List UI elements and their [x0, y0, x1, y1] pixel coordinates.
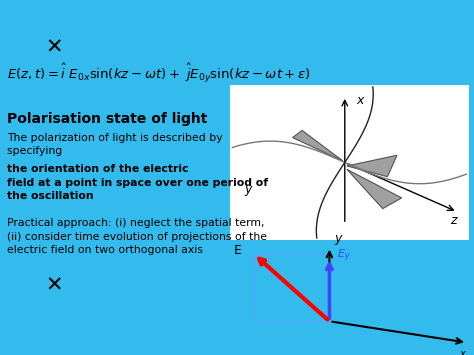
Polygon shape	[347, 155, 397, 177]
Text: ✕: ✕	[45, 37, 63, 57]
Text: $E_y$: $E_y$	[337, 247, 350, 264]
Text: Polarisation state of light: Polarisation state of light	[7, 112, 208, 126]
Text: z: z	[450, 214, 456, 227]
Text: E: E	[234, 244, 242, 257]
Text: The polarization of light is described by
specifying: The polarization of light is described b…	[7, 133, 223, 156]
Text: x: x	[459, 349, 465, 355]
Text: $E(z,t) = \hat{i}\ E_{0x}\sin\!\left(kz-\omega t\right)+\ \hat{j}E_{0y}\sin\!\le: $E(z,t) = \hat{i}\ E_{0x}\sin\!\left(kz-…	[7, 62, 311, 85]
Text: x: x	[356, 94, 364, 107]
Polygon shape	[347, 170, 401, 208]
Text: y: y	[244, 183, 252, 196]
Text: y: y	[334, 232, 342, 245]
Text: Practical approach: (i) neglect the spatial term,
(ii) consider time evolution o: Practical approach: (i) neglect the spat…	[7, 218, 267, 255]
Text: the orientation of the electric
field at a point in space over one period of
the: the orientation of the electric field at…	[7, 164, 268, 201]
Bar	[230, 85, 469, 240]
Text: ✕: ✕	[45, 275, 63, 295]
Polygon shape	[292, 130, 342, 160]
